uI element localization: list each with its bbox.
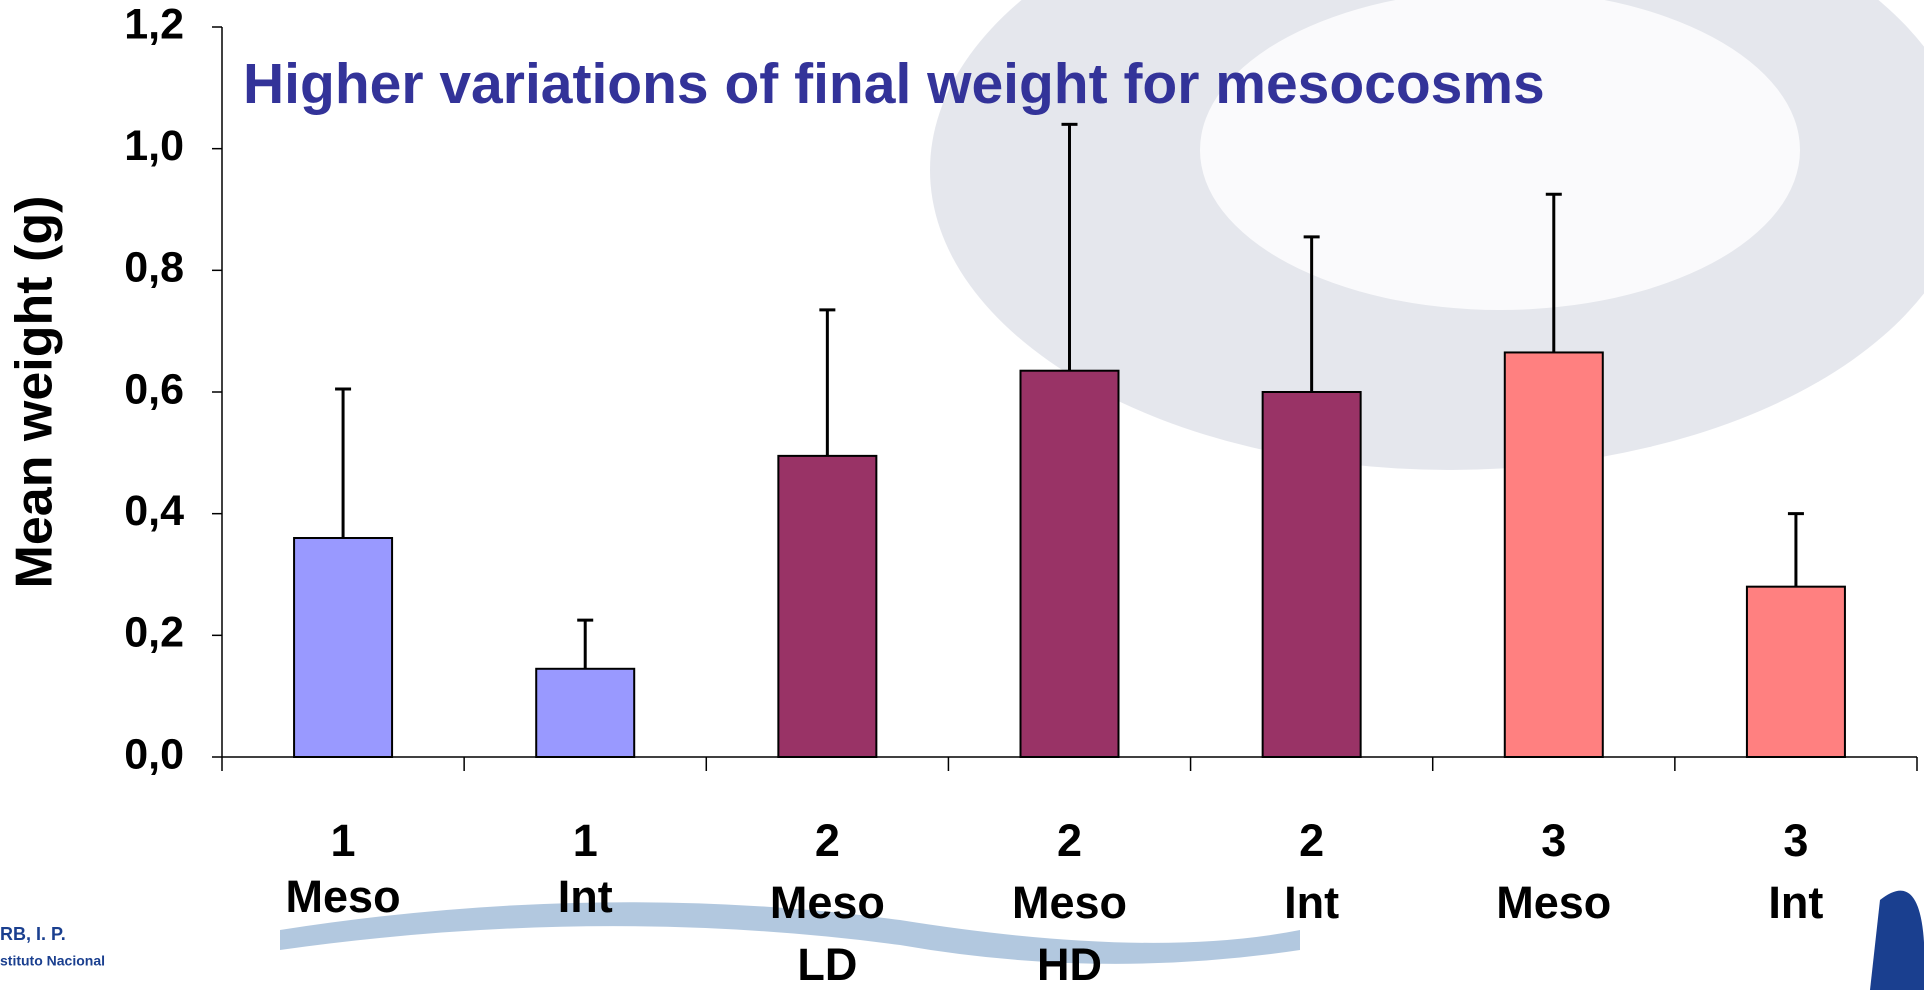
y-tick-label: 1,0: [124, 122, 184, 170]
background-decoration: [280, 0, 1924, 990]
x-tick-label: Int: [1768, 877, 1823, 928]
y-tick-label: 0,4: [124, 487, 184, 535]
x-tick-label: 1: [573, 815, 598, 866]
x-tick-label: 3: [1783, 815, 1808, 866]
x-tick-label: 3: [1541, 815, 1566, 866]
y-tick-label: 0,6: [124, 365, 184, 413]
bar: [777, 454, 878, 758]
x-tick-label: 2: [1299, 815, 1324, 866]
y-tick-label: 0,2: [124, 609, 184, 657]
x-tick-label: Int: [558, 871, 613, 922]
y-tick-label: 0,0: [124, 730, 184, 778]
chart-title: Higher variations of final weight for me…: [243, 52, 1545, 116]
bar: [293, 537, 394, 758]
bar: [1261, 391, 1362, 758]
bar: [1019, 369, 1120, 758]
x-tick-label: Meso: [1012, 877, 1127, 928]
logo-text: RB, I. P.: [0, 924, 66, 944]
x-tick-label: LD: [797, 939, 857, 990]
x-tick-label: HD: [1037, 939, 1102, 990]
x-tick-label: 2: [815, 815, 840, 866]
y-axis-label: Mean weight (g): [6, 196, 64, 589]
bar: [1503, 351, 1604, 758]
x-tick-label: Meso: [286, 871, 401, 922]
y-tick-label: 0,8: [124, 244, 184, 292]
x-tick-label: Meso: [1496, 877, 1611, 928]
x-tick-label: 1: [331, 815, 356, 866]
y-tick-label: 1,2: [124, 0, 184, 48]
x-tick-label: 2: [1057, 815, 1082, 866]
bar: [535, 667, 636, 759]
bar: [1745, 585, 1846, 759]
logo-text: stituto Nacional: [0, 953, 105, 969]
x-tick-label: Meso: [770, 877, 885, 928]
x-tick-label: Int: [1284, 877, 1339, 928]
